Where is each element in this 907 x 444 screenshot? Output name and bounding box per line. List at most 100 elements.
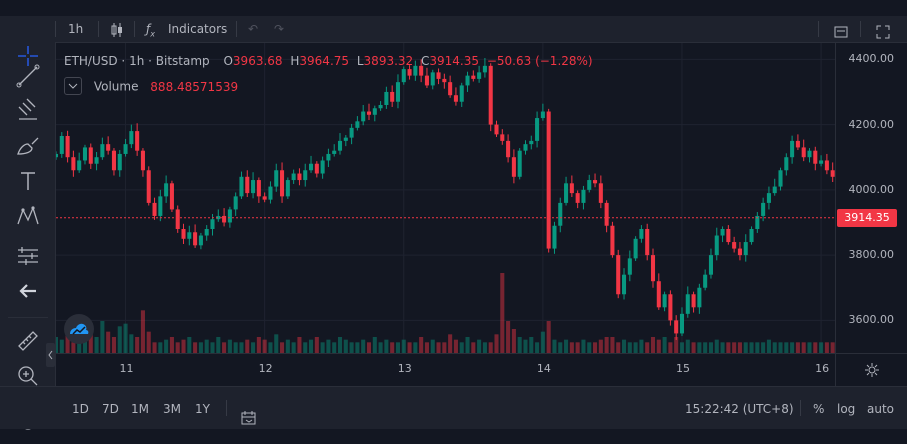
price-axis[interactable]: 4400.00 4200.00 4000.00 3800.00 3600.00 bbox=[835, 43, 907, 353]
open-label: O bbox=[223, 54, 233, 68]
volume-bar bbox=[691, 342, 696, 353]
range-1y[interactable]: 1Y bbox=[195, 402, 210, 416]
candle-body bbox=[465, 75, 470, 86]
brush-icon[interactable] bbox=[14, 132, 42, 160]
volume-bar bbox=[227, 339, 232, 353]
toolbar-separator bbox=[818, 21, 819, 37]
volume-bar bbox=[471, 342, 476, 353]
indicators-button[interactable]: Indicators bbox=[168, 22, 228, 36]
volume-bar bbox=[198, 342, 203, 353]
interval-button[interactable]: 1h bbox=[68, 22, 84, 36]
back-arrow-icon[interactable] bbox=[14, 277, 42, 305]
volume-bar bbox=[251, 342, 256, 353]
trend-line-icon[interactable] bbox=[14, 62, 42, 90]
candle-body bbox=[639, 229, 644, 239]
candle-body bbox=[395, 82, 401, 102]
candle-body bbox=[488, 65, 493, 125]
tradingview-logo[interactable] bbox=[64, 314, 94, 344]
drawing-toolbar bbox=[0, 42, 56, 430]
range-7d[interactable]: 7D bbox=[102, 402, 119, 416]
price-tick-label: 3800.00 bbox=[848, 248, 895, 262]
candle-body bbox=[668, 294, 673, 321]
candle-body bbox=[320, 160, 325, 174]
volume-bar bbox=[703, 342, 708, 353]
candle-body bbox=[743, 242, 748, 256]
range-1d[interactable]: 1D bbox=[72, 402, 89, 416]
volume-bar bbox=[239, 342, 244, 353]
candle-body bbox=[355, 121, 360, 128]
zoom-in-icon[interactable] bbox=[14, 362, 42, 390]
date-range-icon[interactable] bbox=[240, 400, 258, 425]
candle-body bbox=[262, 196, 267, 200]
candle-body bbox=[708, 255, 713, 275]
redo-icon[interactable]: ↷ bbox=[274, 22, 285, 36]
indicators-icon[interactable]: ƒx bbox=[146, 22, 155, 39]
candle-body bbox=[517, 150, 522, 177]
volume-bar bbox=[419, 337, 424, 353]
candle-body bbox=[146, 170, 151, 203]
screenshot-icon[interactable] bbox=[834, 22, 848, 38]
volume-bar bbox=[819, 342, 824, 353]
volume-bar bbox=[291, 342, 296, 353]
crosshair-icon[interactable] bbox=[14, 42, 42, 70]
time-tick-label: 14 bbox=[536, 362, 551, 375]
low-label: L bbox=[356, 54, 364, 68]
candle-body bbox=[65, 136, 70, 158]
settings-gear-icon[interactable] bbox=[864, 362, 880, 378]
candle-body bbox=[442, 78, 447, 83]
candle-body bbox=[407, 69, 412, 76]
candle-body bbox=[280, 170, 285, 197]
close-value: 3914.35 bbox=[429, 54, 480, 68]
volume-bar bbox=[384, 339, 389, 353]
candle-body bbox=[436, 72, 441, 79]
time-axis[interactable]: 11 12 13 14 15 16 bbox=[56, 353, 835, 386]
fullscreen-icon[interactable] bbox=[876, 22, 890, 39]
candle-body bbox=[564, 183, 569, 203]
legend-collapse-button[interactable] bbox=[64, 77, 82, 95]
volume-bar bbox=[169, 337, 174, 353]
volume-bar bbox=[222, 342, 227, 353]
volume-bar bbox=[598, 339, 603, 353]
volume-bar bbox=[453, 339, 458, 353]
chart-pane[interactable] bbox=[53, 43, 907, 353]
candle-body bbox=[216, 215, 221, 220]
volume-bar bbox=[546, 321, 551, 353]
volume-bar bbox=[424, 342, 429, 353]
volume-bar bbox=[140, 310, 145, 353]
candle-body bbox=[227, 209, 232, 223]
candle-body bbox=[71, 157, 76, 171]
candle-body bbox=[82, 147, 88, 161]
log-toggle[interactable]: log bbox=[837, 402, 856, 416]
candle-body bbox=[193, 232, 198, 246]
candlestick-chart[interactable] bbox=[53, 43, 907, 353]
volume-bar bbox=[581, 339, 586, 353]
volume-label: Volume bbox=[93, 79, 139, 94]
pitchfork-icon[interactable] bbox=[14, 97, 42, 125]
prediction-icon[interactable] bbox=[14, 242, 42, 270]
clock-readout[interactable]: 15:22:42 (UTC+8) bbox=[685, 402, 794, 416]
candle-body bbox=[239, 176, 244, 197]
candle-body bbox=[222, 215, 227, 223]
candle-body bbox=[801, 147, 806, 158]
text-icon[interactable] bbox=[14, 167, 42, 195]
candle-body bbox=[343, 137, 348, 141]
ruler-icon[interactable] bbox=[14, 327, 42, 355]
volume-bar bbox=[575, 342, 580, 353]
candles-style-icon[interactable] bbox=[110, 21, 124, 37]
range-1m[interactable]: 1M bbox=[131, 402, 149, 416]
percent-toggle[interactable]: % bbox=[813, 402, 825, 416]
toolbar-collapse-handle[interactable] bbox=[46, 343, 55, 367]
volume-bar bbox=[59, 339, 64, 353]
volume-bar bbox=[766, 339, 771, 353]
undo-icon[interactable]: ↶ bbox=[248, 22, 259, 36]
pattern-icon[interactable] bbox=[14, 202, 42, 230]
candle-body bbox=[482, 65, 487, 73]
candle-body bbox=[795, 140, 800, 148]
time-tick-label: 13 bbox=[397, 362, 412, 375]
volume-value: 888.48571539 bbox=[150, 79, 239, 94]
range-3m[interactable]: 3M bbox=[163, 402, 181, 416]
candle-body bbox=[94, 157, 99, 164]
auto-toggle[interactable]: auto bbox=[867, 402, 895, 416]
volume-bar bbox=[569, 342, 574, 353]
candle-body bbox=[111, 150, 116, 171]
